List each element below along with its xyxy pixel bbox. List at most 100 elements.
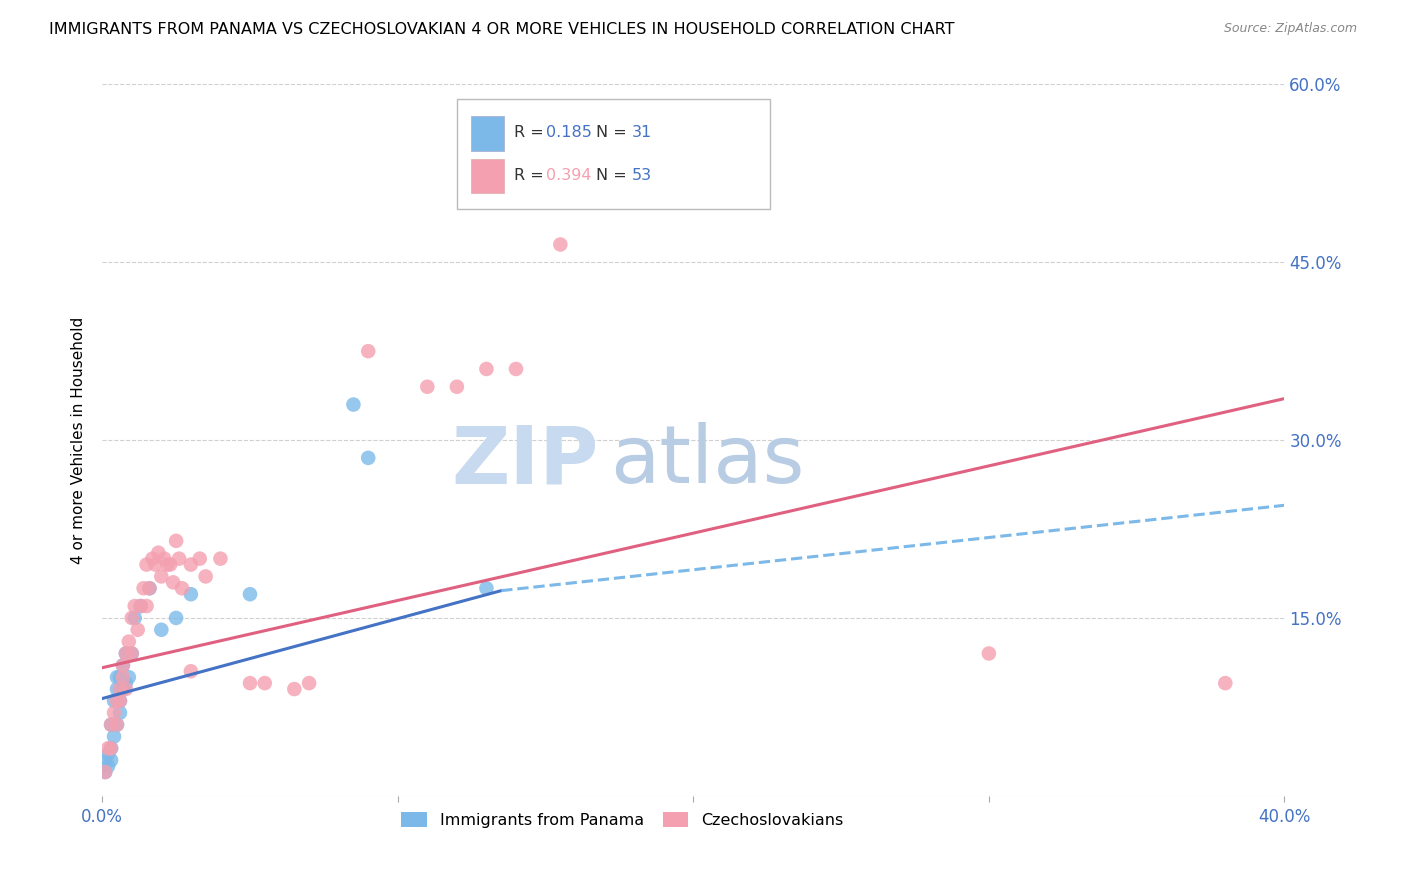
Point xyxy=(135,599,157,613)
Point xyxy=(416,380,439,394)
Point xyxy=(100,741,122,756)
Point xyxy=(97,747,120,762)
Point xyxy=(105,717,128,731)
Point xyxy=(97,759,120,773)
Point xyxy=(94,765,117,780)
Point xyxy=(105,694,128,708)
Point xyxy=(108,694,131,708)
Point xyxy=(180,558,202,572)
Point xyxy=(977,647,1000,661)
Point xyxy=(111,681,134,696)
Point xyxy=(162,575,184,590)
Point xyxy=(165,533,187,548)
Point xyxy=(1213,676,1236,690)
Point xyxy=(115,681,138,696)
Point xyxy=(727,130,749,145)
Point xyxy=(105,681,128,696)
Point xyxy=(94,753,117,767)
Point xyxy=(100,717,122,731)
Point xyxy=(145,558,167,572)
Text: 0.185: 0.185 xyxy=(546,125,592,140)
Point xyxy=(475,582,498,596)
FancyBboxPatch shape xyxy=(471,117,505,151)
Point xyxy=(111,658,134,673)
Point xyxy=(132,582,155,596)
Point xyxy=(298,676,321,690)
Point xyxy=(342,398,364,412)
Point xyxy=(100,717,122,731)
Text: IMMIGRANTS FROM PANAMA VS CZECHOSLOVAKIAN 4 OR MORE VEHICLES IN HOUSEHOLD CORREL: IMMIGRANTS FROM PANAMA VS CZECHOSLOVAKIA… xyxy=(49,22,955,37)
Point xyxy=(180,665,202,679)
Text: ZIP: ZIP xyxy=(451,423,599,500)
Text: 53: 53 xyxy=(631,168,652,183)
Point xyxy=(121,647,143,661)
Point xyxy=(108,694,131,708)
Point xyxy=(115,647,138,661)
Point xyxy=(283,681,305,696)
Point xyxy=(138,582,160,596)
Text: 31: 31 xyxy=(631,125,652,140)
Point xyxy=(100,753,122,767)
Point xyxy=(118,634,141,648)
Point xyxy=(115,647,138,661)
Point xyxy=(103,694,125,708)
Text: atlas: atlas xyxy=(610,423,806,500)
Point xyxy=(121,647,143,661)
FancyBboxPatch shape xyxy=(457,99,770,209)
Point xyxy=(167,551,190,566)
Point xyxy=(150,569,173,583)
Point xyxy=(188,551,211,566)
Point xyxy=(150,623,173,637)
Point xyxy=(121,611,143,625)
Point xyxy=(100,741,122,756)
Point xyxy=(148,546,170,560)
Point xyxy=(141,551,163,566)
Text: Source: ZipAtlas.com: Source: ZipAtlas.com xyxy=(1223,22,1357,36)
Point xyxy=(135,558,157,572)
Point xyxy=(475,362,498,376)
Point xyxy=(129,599,152,613)
Point xyxy=(108,670,131,684)
Point xyxy=(357,344,380,359)
FancyBboxPatch shape xyxy=(471,159,505,194)
Point xyxy=(124,611,146,625)
Point xyxy=(97,741,120,756)
Point xyxy=(156,558,179,572)
Point xyxy=(111,658,134,673)
Point xyxy=(579,166,602,180)
Point xyxy=(446,380,468,394)
Point xyxy=(111,670,134,684)
Point xyxy=(239,587,262,601)
Point xyxy=(170,582,193,596)
Point xyxy=(108,706,131,720)
Point xyxy=(159,558,181,572)
Point xyxy=(253,676,276,690)
Point xyxy=(357,450,380,465)
Text: R =: R = xyxy=(513,125,548,140)
Point xyxy=(505,362,527,376)
Y-axis label: 4 or more Vehicles in Household: 4 or more Vehicles in Household xyxy=(72,317,86,564)
Point xyxy=(115,676,138,690)
Point xyxy=(105,717,128,731)
Point xyxy=(165,611,187,625)
Point xyxy=(239,676,262,690)
Text: 0.394: 0.394 xyxy=(546,168,591,183)
Point xyxy=(127,623,149,637)
Legend: Immigrants from Panama, Czechoslovakians: Immigrants from Panama, Czechoslovakians xyxy=(395,805,849,834)
Point xyxy=(103,730,125,744)
Point xyxy=(118,670,141,684)
Point xyxy=(108,681,131,696)
Point xyxy=(103,706,125,720)
Point xyxy=(550,237,572,252)
Point xyxy=(180,587,202,601)
Point xyxy=(194,569,217,583)
Point xyxy=(153,551,176,566)
Point xyxy=(94,765,117,780)
Point xyxy=(129,599,152,613)
Point xyxy=(124,599,146,613)
Point xyxy=(209,551,232,566)
Text: N =: N = xyxy=(596,168,633,183)
Text: R =: R = xyxy=(513,168,548,183)
Point xyxy=(138,582,160,596)
Text: N =: N = xyxy=(596,125,633,140)
